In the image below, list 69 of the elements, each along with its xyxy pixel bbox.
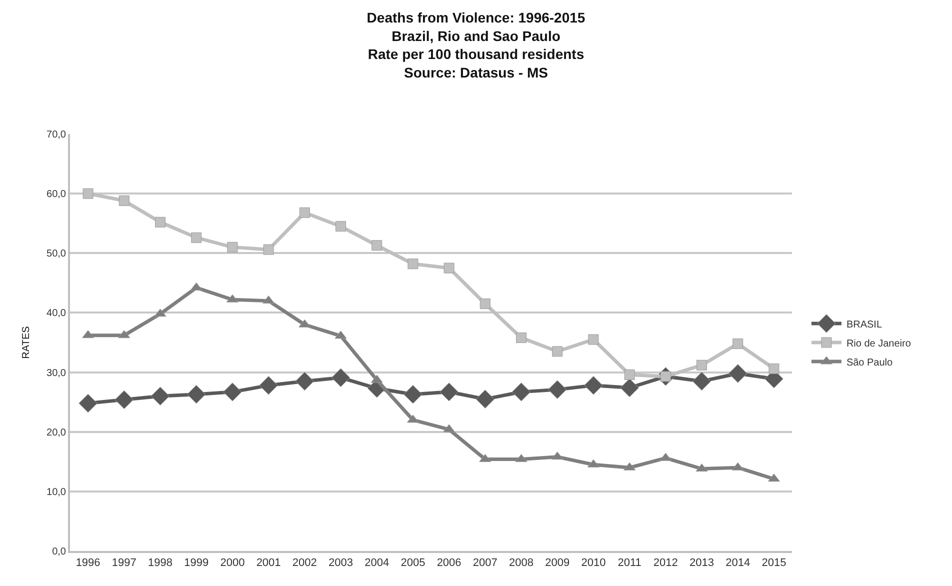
x-tick-label: 2003 (328, 557, 353, 570)
point (227, 242, 238, 252)
point (480, 298, 490, 310)
point (331, 368, 350, 387)
x-tick-label: 2006 (436, 557, 462, 570)
point (696, 360, 707, 370)
y-tick-label: 70,0 (46, 130, 66, 140)
point (223, 382, 242, 402)
point (187, 384, 206, 404)
point (548, 380, 567, 399)
x-tick-label: 2014 (726, 557, 750, 570)
chart-title: Deaths from Violence: 1996-2015 Brazil, Rio and Sao Paulo Rate per 100 thousand residents Source: Datasus - MS (366, 10, 586, 80)
x-tick-label: 2012 (653, 557, 678, 570)
point (150, 386, 170, 406)
point (624, 369, 635, 380)
x-tick-label: 2010 (581, 557, 606, 570)
x-tick-label: 2009 (545, 557, 570, 570)
x-tick-label: 2008 (509, 557, 534, 570)
y-tick-label: 30,0 (46, 368, 66, 379)
point (444, 262, 454, 274)
x-tick-label: 2007 (472, 557, 498, 570)
point (336, 221, 346, 232)
legend-label: Rio de Janeiro (846, 338, 912, 350)
point (584, 376, 603, 395)
point (728, 364, 748, 383)
x-tick-label: 2001 (256, 557, 281, 570)
x-tick-label: 2005 (400, 557, 426, 570)
point (82, 188, 94, 199)
point (78, 394, 98, 413)
point (155, 216, 166, 228)
point (588, 334, 599, 345)
point (191, 232, 202, 243)
y-axis-title: RATES (21, 326, 32, 359)
point (295, 372, 314, 391)
x-tick-label: 2004 (364, 557, 390, 570)
point (259, 376, 278, 395)
point (516, 332, 526, 343)
point (299, 207, 310, 218)
x-tick-label: 2011 (618, 557, 642, 570)
x-tick-label: 2002 (292, 557, 317, 570)
y-tick-label: 60,0 (46, 189, 66, 200)
point (692, 372, 712, 391)
x-tick-label: 2013 (690, 557, 714, 570)
x-tick-label: 1998 (148, 557, 172, 570)
point (440, 382, 458, 402)
x-tick-label: 1996 (76, 557, 100, 570)
point (404, 384, 422, 404)
x-tick-label: 2015 (762, 557, 786, 570)
point (118, 195, 130, 206)
y-tick-label: 0,0 (52, 546, 66, 558)
point (114, 390, 134, 410)
point (372, 240, 382, 251)
legend-label: São Paulo (846, 357, 894, 368)
legend-label: BRASIL (846, 319, 882, 330)
point (732, 338, 744, 349)
point (476, 390, 494, 408)
point (408, 258, 418, 270)
point (620, 378, 639, 398)
point (263, 244, 274, 255)
point (512, 382, 531, 402)
x-tick-label: 1999 (184, 557, 209, 570)
y-tick-label: 20,0 (46, 427, 66, 438)
y-tick-label: 10,0 (46, 486, 66, 498)
point (768, 363, 780, 374)
y-tick-label: 50,0 (46, 248, 66, 260)
x-tick-label: 1997 (112, 557, 136, 570)
x-tick-label: 2000 (220, 557, 245, 570)
y-tick-label: 40,0 (46, 308, 66, 320)
point (552, 346, 563, 357)
